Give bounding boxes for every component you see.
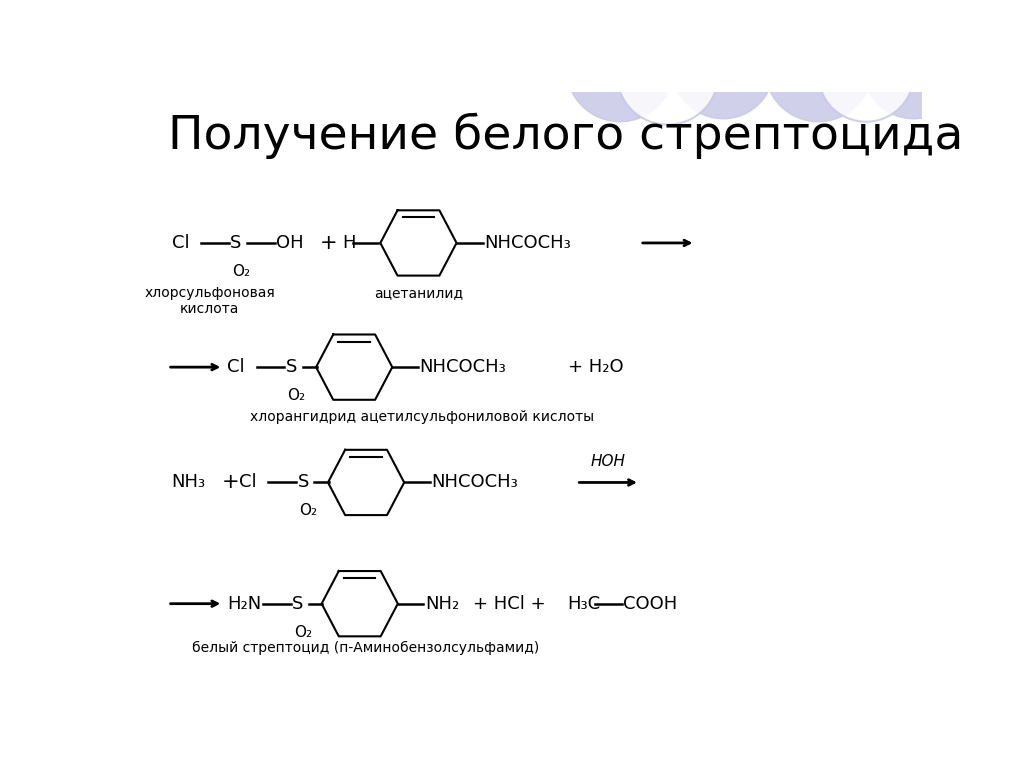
Ellipse shape: [765, 15, 872, 121]
Text: Cl: Cl: [240, 473, 257, 492]
Text: NHCOCH₃: NHCOCH₃: [419, 358, 506, 376]
Ellipse shape: [673, 18, 774, 119]
Text: COOH: COOH: [624, 594, 678, 613]
Text: O₂: O₂: [232, 264, 250, 279]
Text: H₂N: H₂N: [227, 594, 261, 613]
Text: хлорангидрид ацетилсульфониловой кислоты: хлорангидрид ацетилсульфониловой кислоты: [250, 410, 594, 425]
Text: + HCl +: + HCl +: [473, 594, 546, 613]
Text: OH: OH: [276, 234, 304, 252]
Ellipse shape: [566, 15, 674, 121]
Text: NH₂: NH₂: [425, 594, 459, 613]
Text: O₂: O₂: [288, 388, 305, 403]
Text: O₂: O₂: [294, 624, 312, 640]
Text: ацетанилид: ацетанилид: [374, 286, 463, 300]
Text: кислота: кислота: [180, 302, 240, 316]
Text: +: +: [321, 233, 338, 253]
Text: Cl: Cl: [227, 358, 245, 376]
Text: H₃C: H₃C: [567, 594, 600, 613]
Text: Получение белого стрептоцида: Получение белого стрептоцида: [168, 113, 963, 159]
Text: S: S: [292, 594, 304, 613]
Text: хлорсульфоновая: хлорсульфоновая: [144, 286, 275, 300]
Text: S: S: [230, 234, 242, 252]
Text: белый стрептоцид (п-Аминобензолсульфамид): белый стрептоцид (п-Аминобензолсульфамид…: [193, 641, 540, 655]
Text: NH₃: NH₃: [172, 473, 206, 492]
Text: S: S: [286, 358, 297, 376]
Text: S: S: [298, 473, 309, 492]
Text: NHCOCH₃: NHCOCH₃: [484, 234, 571, 252]
Text: HOH: HOH: [591, 455, 626, 469]
Text: H: H: [342, 234, 355, 252]
Text: O₂: O₂: [299, 503, 317, 518]
Ellipse shape: [863, 18, 965, 119]
Ellipse shape: [818, 27, 913, 121]
Text: + H₂O: + H₂O: [568, 358, 624, 376]
Text: +: +: [221, 472, 240, 492]
Ellipse shape: [617, 24, 718, 124]
Text: NHCOCH₃: NHCOCH₃: [431, 473, 518, 492]
Text: Cl: Cl: [172, 234, 189, 252]
